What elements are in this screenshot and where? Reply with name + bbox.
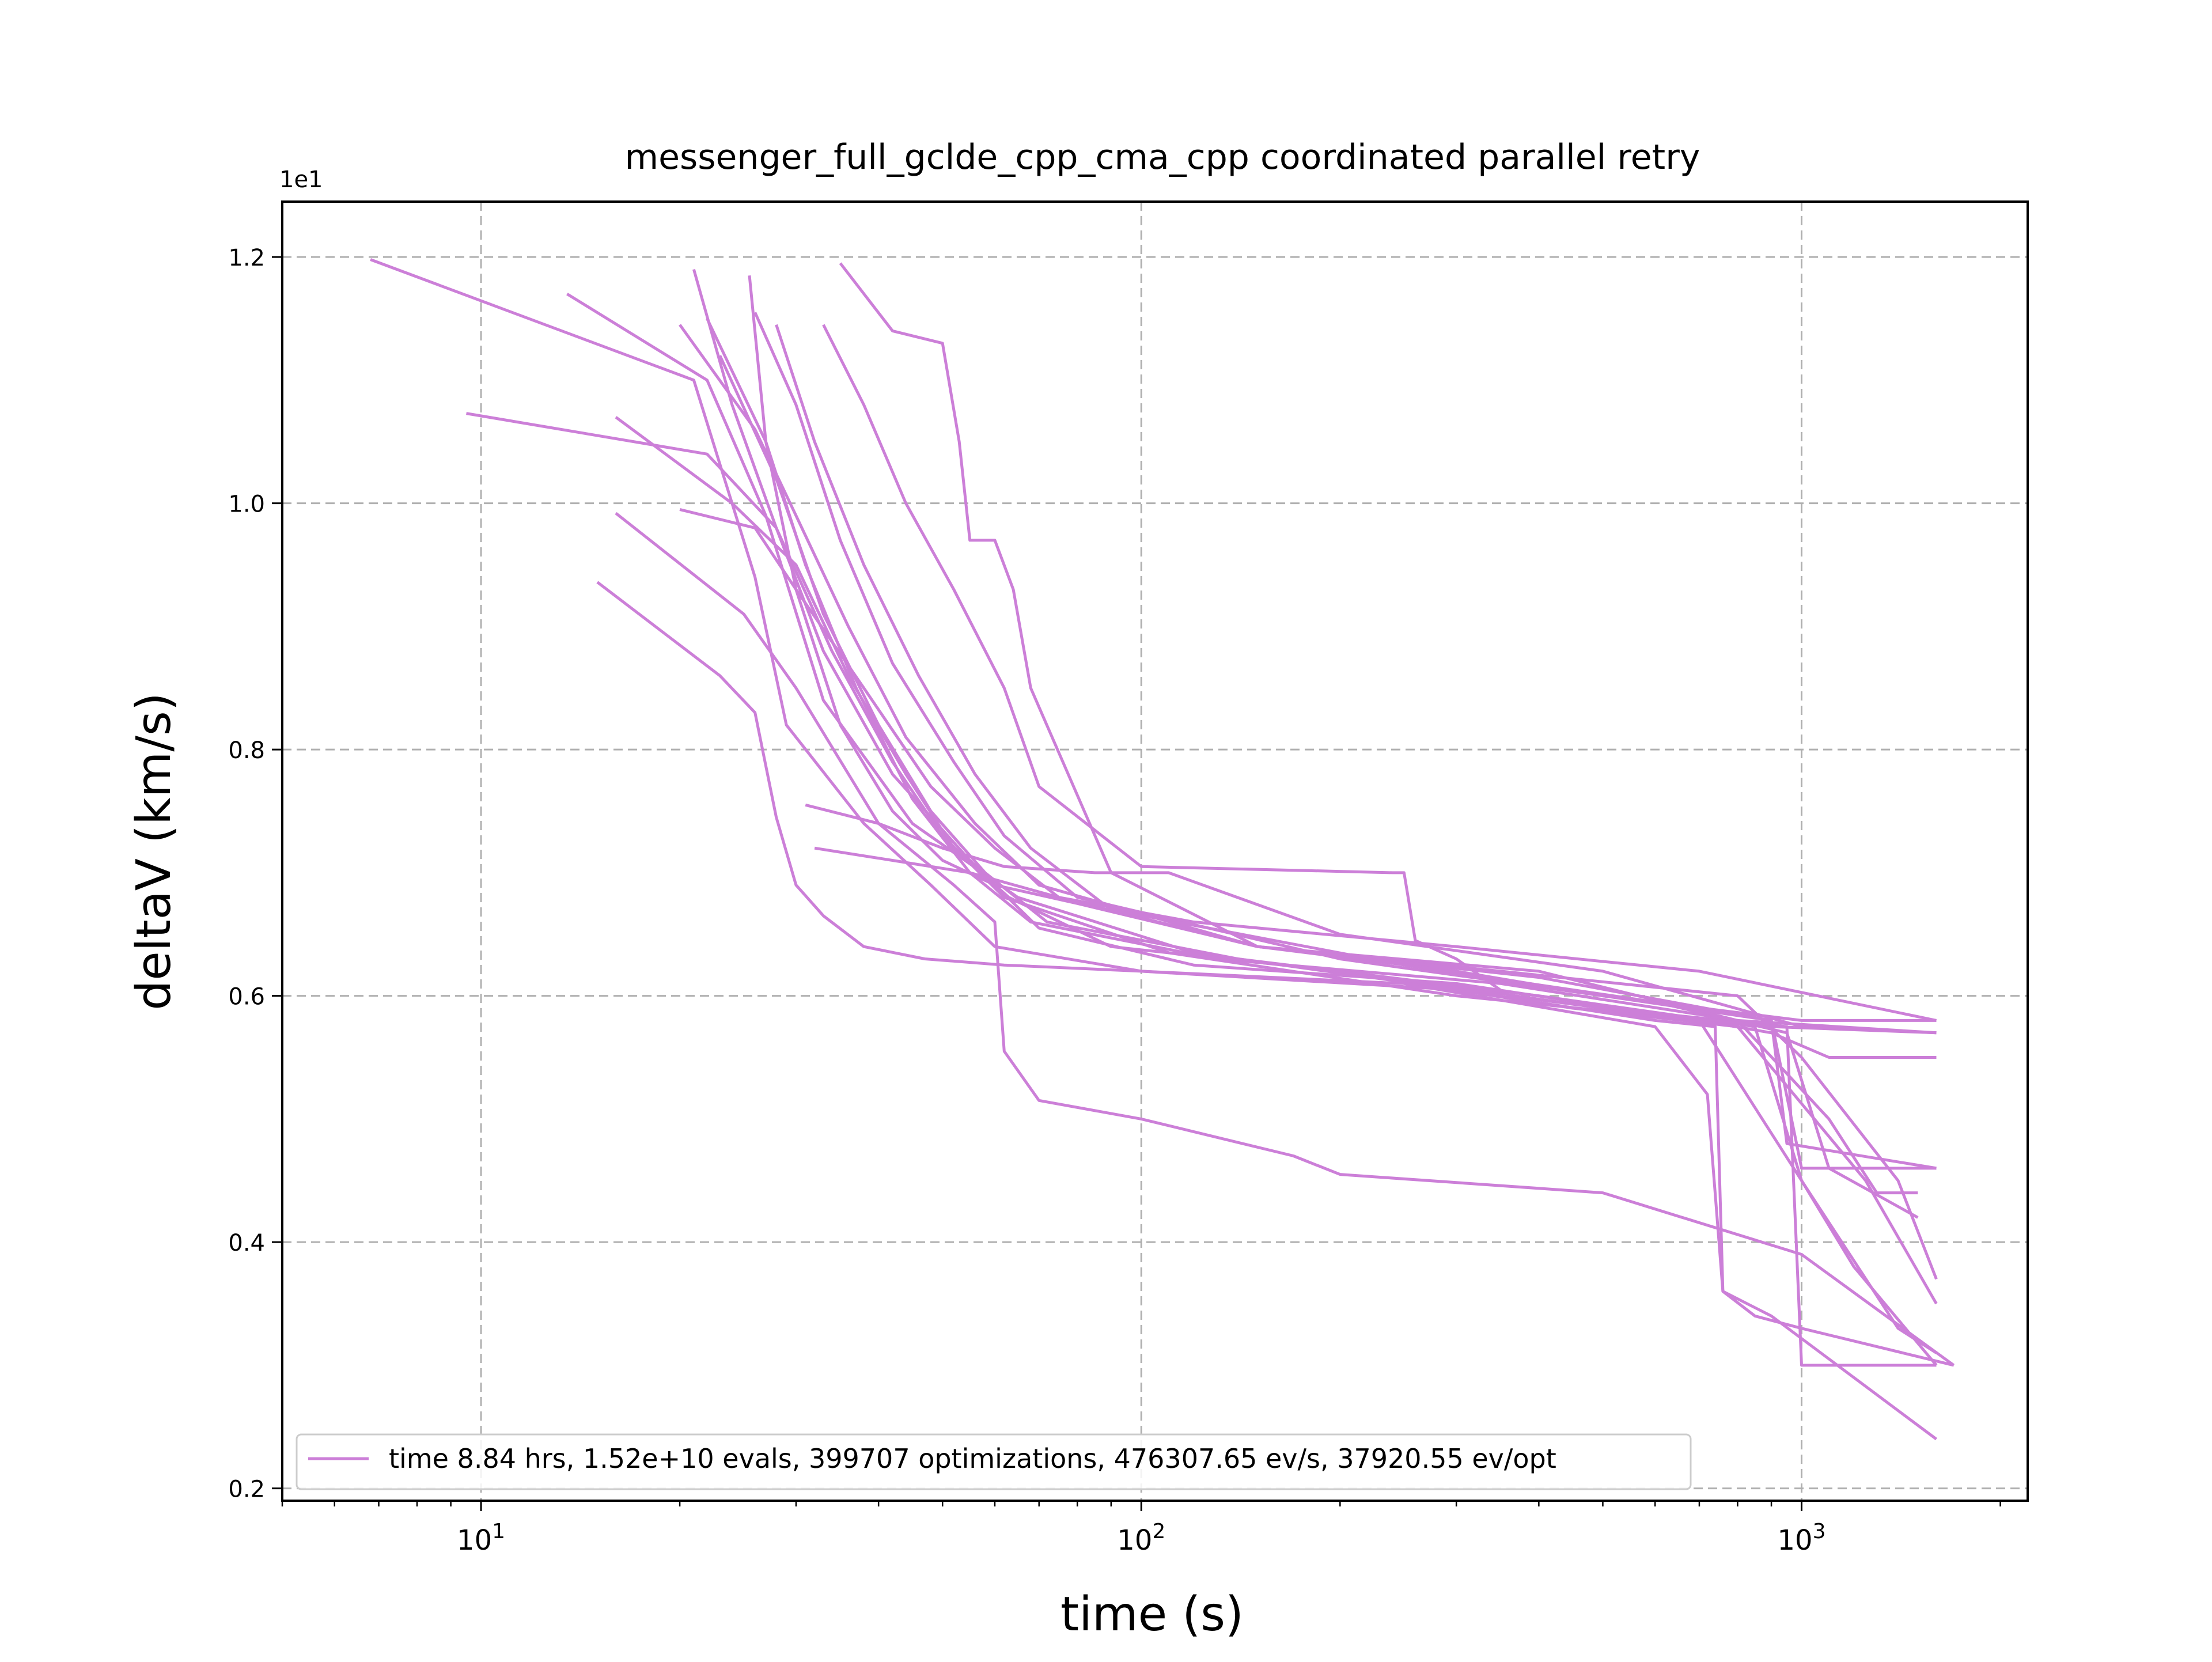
series-line bbox=[805, 803, 1937, 1035]
series-layer bbox=[370, 258, 1955, 1441]
legend-box bbox=[296, 1433, 1692, 1490]
series-line bbox=[839, 262, 1937, 1035]
series-line bbox=[822, 324, 1937, 1035]
chart-title: messenger_full_gclde_cpp_cma_cpp coordin… bbox=[625, 137, 1700, 177]
series-line bbox=[814, 846, 1937, 1022]
y-tick-label: 1.0 bbox=[228, 491, 265, 518]
series-line bbox=[679, 324, 1938, 1280]
legend-entry: time 8.84 hrs, 1.52e+10 evals, 399707 op… bbox=[389, 1443, 1556, 1474]
series-line bbox=[718, 355, 1938, 1366]
x-tick-label: 102 bbox=[1117, 1520, 1165, 1557]
y-tick-label: 0.2 bbox=[228, 1477, 265, 1503]
y-tick-label: 0.6 bbox=[228, 984, 265, 1010]
y-axis-label: deltaV (km/s) bbox=[127, 692, 181, 1010]
plot-frame bbox=[281, 200, 2029, 1502]
y-tick-label: 1.2 bbox=[228, 245, 265, 271]
series-line bbox=[679, 508, 1937, 1170]
series-line bbox=[615, 512, 1955, 1366]
series-line bbox=[566, 293, 1938, 1305]
y-tick-label: 0.4 bbox=[228, 1230, 265, 1256]
series-line bbox=[596, 581, 1937, 1441]
axis-layer: 101 102 103 0.2 0.4 0.6 0.8 1.0 1.2 bbox=[228, 245, 2001, 1557]
legend: time 8.84 hrs, 1.52e+10 evals, 399707 op… bbox=[296, 1433, 1692, 1490]
x-tick-label: 101 bbox=[457, 1520, 505, 1557]
x-axis-label: time (s) bbox=[1060, 1587, 1244, 1642]
series-line bbox=[692, 268, 1937, 1059]
series-line bbox=[753, 312, 1937, 1170]
y-offset-text: 1e1 bbox=[279, 166, 323, 193]
y-tick-label: 0.8 bbox=[228, 737, 265, 764]
x-tick-label: 103 bbox=[1778, 1520, 1826, 1557]
series-line bbox=[775, 324, 1919, 1219]
